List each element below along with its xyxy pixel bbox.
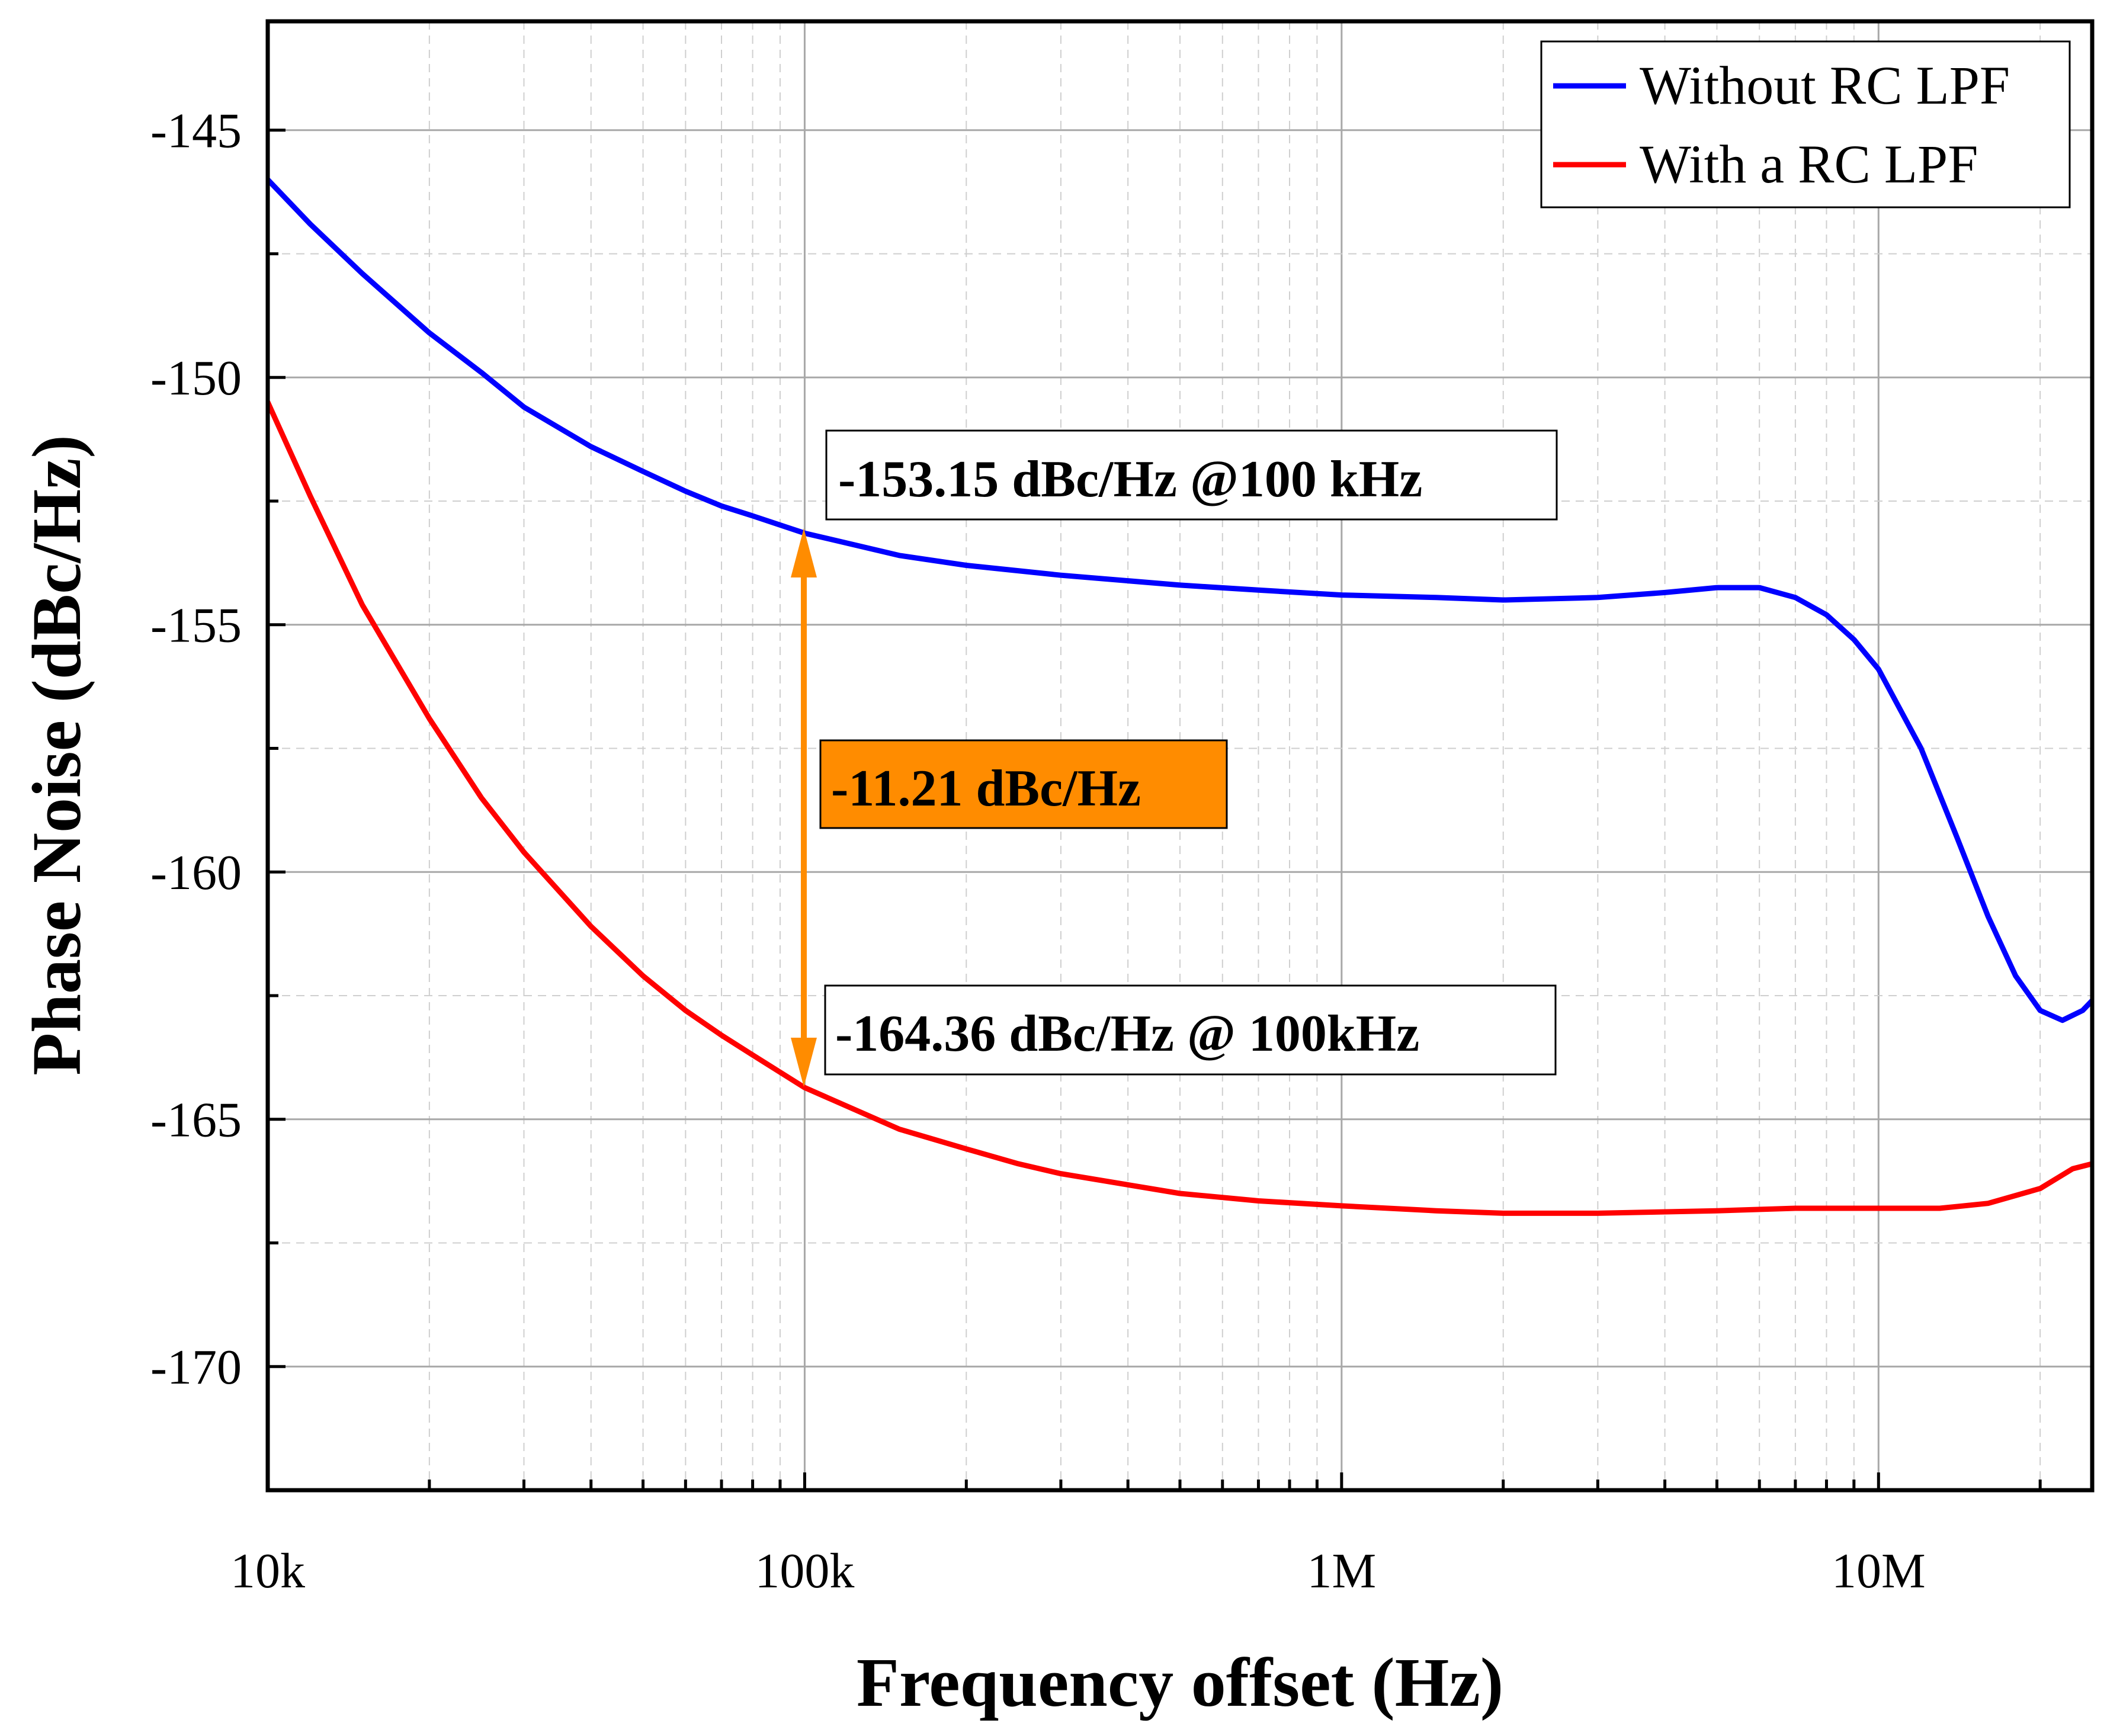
annotation-box-lower — [824, 984, 1557, 1076]
legend: Without RC LPF With a RC LPF — [1540, 40, 2071, 208]
x-tick-label: 100k — [755, 1544, 854, 1599]
y-tick-label: -165 — [150, 1093, 242, 1148]
series-line-without-rc-lpf — [268, 177, 2092, 1023]
x-tick-label: 10M — [1832, 1544, 1926, 1599]
series-line-with-a-rc-lpf — [268, 399, 2092, 1216]
annotation-lower-label: -164.36 dBc/Hz @ 100kHz — [835, 1005, 1419, 1063]
annotation-layer: -153.15 dBc/Hz @100 kHz -11.21 dBc/Hz -1… — [791, 429, 1558, 1087]
y-tick-label: -145 — [150, 104, 242, 159]
y-axis-title: Phase Noise (dBc/Hz) — [18, 435, 95, 1076]
y-tick-label: -170 — [150, 1340, 242, 1395]
annotation-box-upper — [825, 429, 1558, 521]
annotation-delta-label: -11.21 dBc/Hz — [831, 760, 1141, 817]
x-tick-label: 1M — [1307, 1544, 1377, 1599]
delta-arrow-head-up — [791, 528, 817, 577]
x-tick-label: 10k — [230, 1544, 305, 1599]
tick-labels: 10k 100k 1M 10M -145 -150 -155 -160 -165 -170 — [150, 104, 1926, 1599]
y-tick-label: -160 — [150, 845, 242, 900]
y-tick-label: -155 — [150, 598, 242, 653]
legend-label-with-rc-lpf: With a RC LPF — [1640, 134, 1978, 194]
series-layer — [268, 177, 2092, 1216]
y-tick-label: -150 — [150, 351, 242, 406]
x-axis-title: Frequency offset (Hz) — [857, 1644, 1503, 1721]
legend-box — [1540, 40, 2071, 208]
annotation-box-delta — [819, 739, 1228, 829]
legend-label-without-rc-lpf: Without RC LPF — [1640, 55, 2010, 115]
delta-arrow-head-down — [791, 1038, 817, 1087]
axis-ticks — [266, 129, 2042, 1490]
annotation-upper-label: -153.15 dBc/Hz @100 kHz — [838, 451, 1422, 508]
